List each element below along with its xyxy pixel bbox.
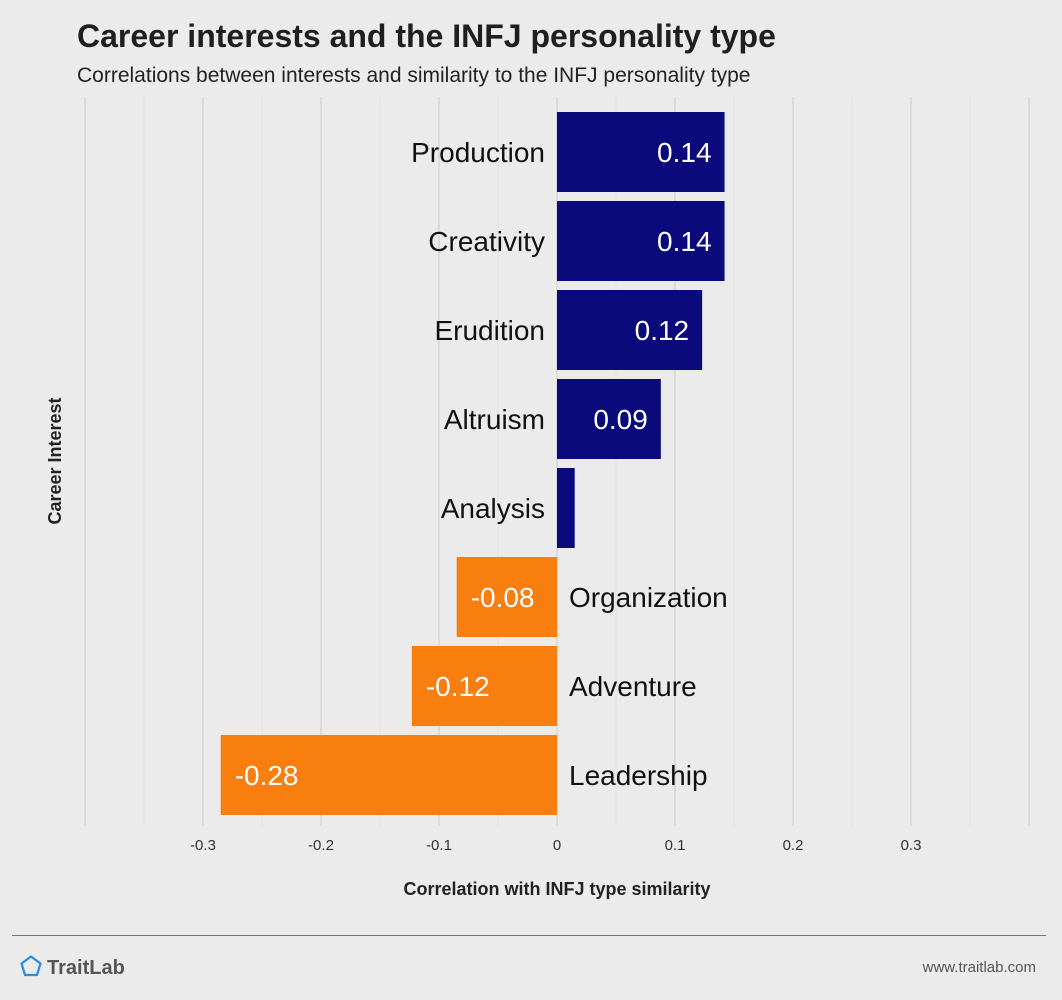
x-axis-title: Correlation with INFJ type similarity [403,879,710,899]
category-label: Creativity [428,226,545,257]
bar [557,201,725,281]
bar [220,735,557,815]
bar [557,112,725,192]
bar [557,468,575,548]
value-label: -0.08 [471,582,535,613]
value-label: 0.09 [593,404,648,435]
x-tick-label: -0.2 [308,837,334,854]
bar [557,290,703,370]
x-tick-label: 0.1 [665,837,686,854]
bar [411,646,557,726]
x-tick-label: 0.3 [901,837,922,854]
value-label: 0.14 [657,137,712,168]
category-label: Leadership [569,760,708,791]
brand-name: TraitLab [47,957,125,979]
traitlab-logo[interactable]: TraitLab [19,954,125,983]
category-label: Organization [569,582,728,613]
value-label: -0.28 [235,760,299,791]
bar [456,557,557,637]
category-label: Production [411,137,545,168]
value-label: 0.14 [657,226,712,257]
chart-title: Career interests and the INFJ personalit… [77,18,776,54]
y-axis-title: Career Interest [45,397,65,524]
chart-subtitle: Correlations between interests and simil… [77,64,751,87]
x-tick-label: -0.3 [190,837,216,854]
x-tick-label: -0.1 [426,837,452,854]
bar [557,379,661,459]
x-tick-label: 0 [553,837,561,854]
category-label: Analysis [441,493,545,524]
value-label: -0.12 [426,671,490,702]
site-url[interactable]: www.traitlab.com [922,959,1036,976]
bar-chart: -0.3 -0.2 -0.1 0 0.1 0.2 0.3 Correlation with I… [45,97,1030,899]
category-label: Adventure [569,671,697,702]
pentagon-icon [19,954,43,983]
category-label: Erudition [434,315,545,346]
footer-divider [12,935,1046,936]
category-label: Altruism [444,404,545,435]
value-label: 0.12 [635,315,690,346]
x-tick-label: 0.2 [783,837,804,854]
